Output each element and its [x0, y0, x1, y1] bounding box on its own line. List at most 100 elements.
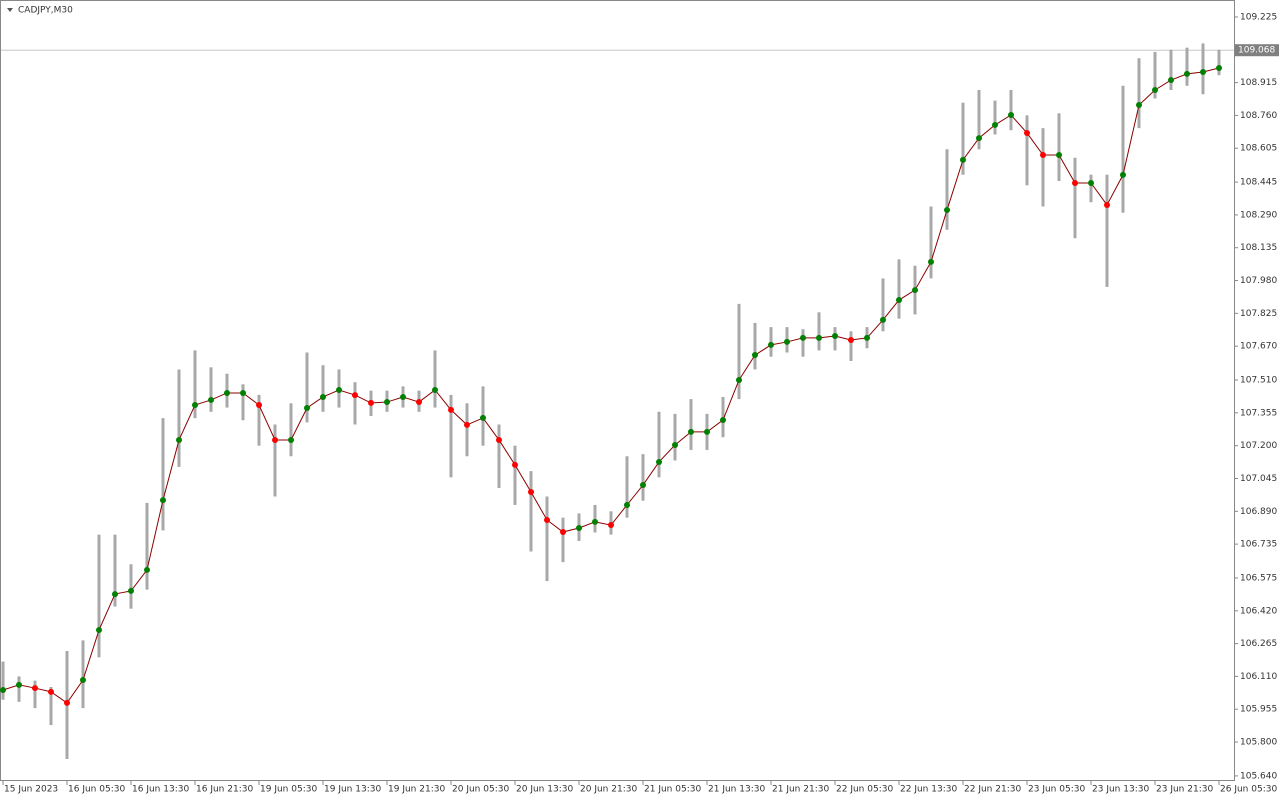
- x-tick-label: 19 Jun 13:30: [324, 785, 381, 795]
- indicator-dot: [288, 436, 294, 443]
- indicator-dot: [608, 522, 614, 529]
- indicator-dot: [848, 337, 854, 344]
- x-tick-label: 26 Jun 05:30: [1220, 785, 1277, 795]
- indicator-dot: [416, 399, 422, 406]
- indicator-dot: [1008, 111, 1014, 118]
- y-tick-label: 108.290: [1240, 210, 1277, 220]
- indicator-dot: [864, 334, 870, 341]
- x-tick-label: 22 Jun 05:30: [836, 785, 893, 795]
- y-tick-label: 106.575: [1240, 573, 1277, 583]
- collapse-icon[interactable]: [7, 8, 13, 12]
- indicator-dot: [352, 392, 358, 399]
- indicator-dot: [400, 393, 406, 400]
- indicator-dot: [688, 428, 694, 435]
- y-tick-label: 106.735: [1240, 540, 1277, 550]
- y-tick-label: 107.355: [1240, 408, 1277, 418]
- indicator-dot: [576, 525, 582, 532]
- indicator-dot: [720, 417, 726, 424]
- x-tick-label: 22 Jun 21:30: [964, 785, 1021, 795]
- y-tick-label: 109.225: [1240, 12, 1277, 22]
- y-tick-label: 108.605: [1240, 144, 1277, 154]
- indicator-dot: [128, 587, 134, 594]
- y-tick-label: 107.825: [1240, 309, 1277, 319]
- x-tick-label: 20 Jun 13:30: [516, 785, 573, 795]
- indicator-dot: [704, 428, 710, 435]
- indicator-dot: [624, 501, 630, 508]
- indicator-dot: [1136, 102, 1142, 109]
- indicator-dot: [1056, 152, 1062, 159]
- indicator-dot: [32, 685, 38, 692]
- indicator-dot: [368, 399, 374, 406]
- x-tick-label: 19 Jun 21:30: [388, 785, 445, 795]
- indicator-dot: [1120, 171, 1126, 178]
- indicator-dot: [256, 402, 262, 409]
- indicator-dot: [944, 207, 950, 214]
- indicator-dot: [480, 414, 486, 421]
- indicator-dot: [224, 389, 230, 396]
- y-tick-label: 106.890: [1240, 507, 1277, 517]
- x-tick-label: 23 Jun 05:30: [1028, 785, 1085, 795]
- y-tick-label: 106.110: [1240, 672, 1277, 682]
- indicator-dot: [1024, 129, 1030, 136]
- plot-frame: [0, 0, 1235, 781]
- x-tick-label: 21 Jun 21:30: [772, 785, 829, 795]
- indicator-dot: [1200, 69, 1206, 76]
- y-tick-label: 105.800: [1240, 738, 1277, 748]
- y-tick-label: 107.670: [1240, 342, 1277, 352]
- y-tick-label: 105.955: [1240, 705, 1277, 715]
- indicator-dot: [592, 518, 598, 525]
- indicator-dot: [208, 396, 214, 403]
- indicator-dot: [656, 458, 662, 465]
- y-tick-label: 107.045: [1240, 474, 1277, 484]
- indicator-dot: [1072, 179, 1078, 186]
- indicator-dot: [544, 516, 550, 523]
- current-price-label: 109.068: [1238, 46, 1275, 56]
- indicator-dot: [528, 489, 534, 496]
- indicator-dot: [448, 406, 454, 413]
- indicator-dot: [832, 333, 838, 340]
- indicator-dot: [1088, 179, 1094, 186]
- x-tick-label: 23 Jun 21:30: [1156, 785, 1213, 795]
- y-tick-label: 107.510: [1240, 376, 1277, 386]
- x-tick-label: 21 Jun 05:30: [644, 785, 701, 795]
- y-tick-label: 108.135: [1240, 243, 1277, 253]
- x-tick-label: 16 Jun 13:30: [132, 785, 189, 795]
- indicator-dot: [640, 482, 646, 489]
- indicator-dot: [1184, 70, 1190, 77]
- indicator-dot: [176, 436, 182, 443]
- indicator-dot: [112, 591, 118, 598]
- indicator-dot: [240, 389, 246, 396]
- x-tick-label: 16 Jun 21:30: [196, 785, 253, 795]
- x-tick-label: 22 Jun 13:30: [900, 785, 957, 795]
- y-tick-label: 108.915: [1240, 78, 1277, 88]
- indicator-dot: [736, 377, 742, 384]
- indicator-dot: [992, 121, 998, 128]
- indicator-dot: [512, 461, 518, 468]
- indicator-dot: [80, 677, 86, 684]
- current-price-box: [1235, 44, 1279, 57]
- indicator-dot: [272, 436, 278, 443]
- x-tick-label: 23 Jun 13:30: [1092, 785, 1149, 795]
- indicator-dot: [160, 497, 166, 504]
- indicator-dot: [1040, 152, 1046, 159]
- indicator-dot: [336, 386, 342, 393]
- indicator-dot: [928, 258, 934, 265]
- indicator-dot: [16, 681, 22, 688]
- indicator-dot: [912, 287, 918, 294]
- indicator-dot: [672, 442, 678, 449]
- indicator-dot: [784, 338, 790, 345]
- indicator-dot: [1216, 64, 1222, 71]
- indicator-dot: [816, 334, 822, 341]
- indicator-dot: [896, 297, 902, 304]
- x-tick-label: 20 Jun 05:30: [452, 785, 509, 795]
- x-tick-label: 19 Jun 05:30: [260, 785, 317, 795]
- indicator-dot: [768, 341, 774, 348]
- indicator-dot: [144, 566, 150, 573]
- indicator-dot: [496, 436, 502, 443]
- y-tick-label: 107.200: [1240, 441, 1277, 451]
- y-tick-label: 108.760: [1240, 111, 1277, 121]
- indicator-dot: [560, 529, 566, 536]
- indicator-dot: [960, 156, 966, 163]
- x-tick-label: 16 Jun 05:30: [68, 785, 125, 795]
